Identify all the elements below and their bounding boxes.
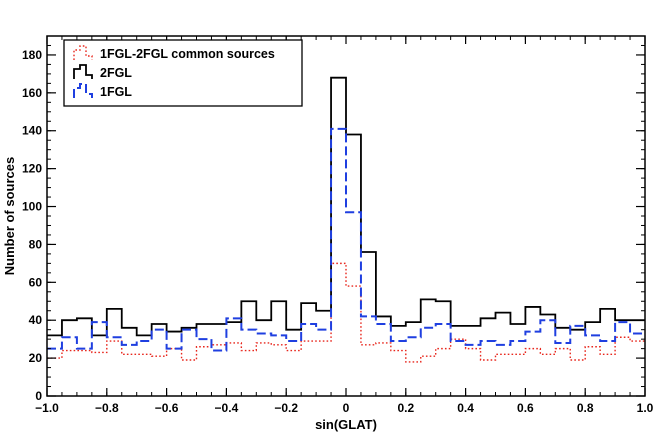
y-tick-label: 20 (29, 351, 43, 365)
legend-swatch-2 (73, 83, 93, 98)
x-tick-label: −0.6 (155, 401, 179, 415)
y-tick-label: 140 (22, 124, 42, 138)
x-tick-label: −0.4 (215, 401, 239, 415)
x-tick-label: 0.6 (517, 401, 534, 415)
series-line-0 (47, 262, 645, 363)
series-line-2 (47, 127, 645, 352)
x-tick-label: 0.4 (457, 401, 474, 415)
y-axis: 0 20 40 60 80 100 120 140 160 180 (22, 35, 645, 403)
legend-box (63, 39, 303, 107)
legend-label-0: 1FGL-2FGL common sources (100, 47, 275, 61)
legend-swatch-1 (73, 64, 93, 79)
y-tick-label: 40 (29, 313, 43, 327)
x-tick-label: 0 (343, 401, 350, 415)
series-layer (47, 76, 645, 363)
y-tick-label: 100 (22, 200, 42, 214)
x-axis: −1.0 −0.8 −0.6 −0.4 −0.2 0 0.2 0.4 0.6 0.8 1.0 (35, 36, 654, 415)
series-line-1 (47, 76, 645, 337)
y-tick-label: 160 (22, 86, 42, 100)
y-tick-label: 0 (35, 389, 42, 403)
legend: 1FGL-2FGL common sources 2FGL 1FGL (63, 39, 303, 107)
x-tick-label: −0.8 (95, 401, 119, 415)
legend-label-1: 2FGL (100, 66, 132, 80)
x-tick-label: −0.2 (274, 401, 298, 415)
y-axis-label: Number of sources (2, 157, 17, 275)
y-tick-label: 80 (29, 237, 43, 251)
y-tick-label: 120 (22, 162, 42, 176)
x-tick-label: 0.2 (397, 401, 414, 415)
y-tick-label: 180 (22, 48, 42, 62)
x-tick-label: 1.0 (637, 401, 654, 415)
legend-swatch-0 (73, 45, 93, 60)
legend-label-2: 1FGL (100, 85, 132, 99)
x-tick-label: 0.8 (577, 401, 594, 415)
legend-items: 1FGL-2FGL common sources 2FGL 1FGL (73, 45, 275, 99)
x-axis-label: sin(GLAT) (315, 417, 377, 432)
x-tick-label: −1.0 (35, 401, 59, 415)
y-tick-label: 60 (29, 275, 43, 289)
